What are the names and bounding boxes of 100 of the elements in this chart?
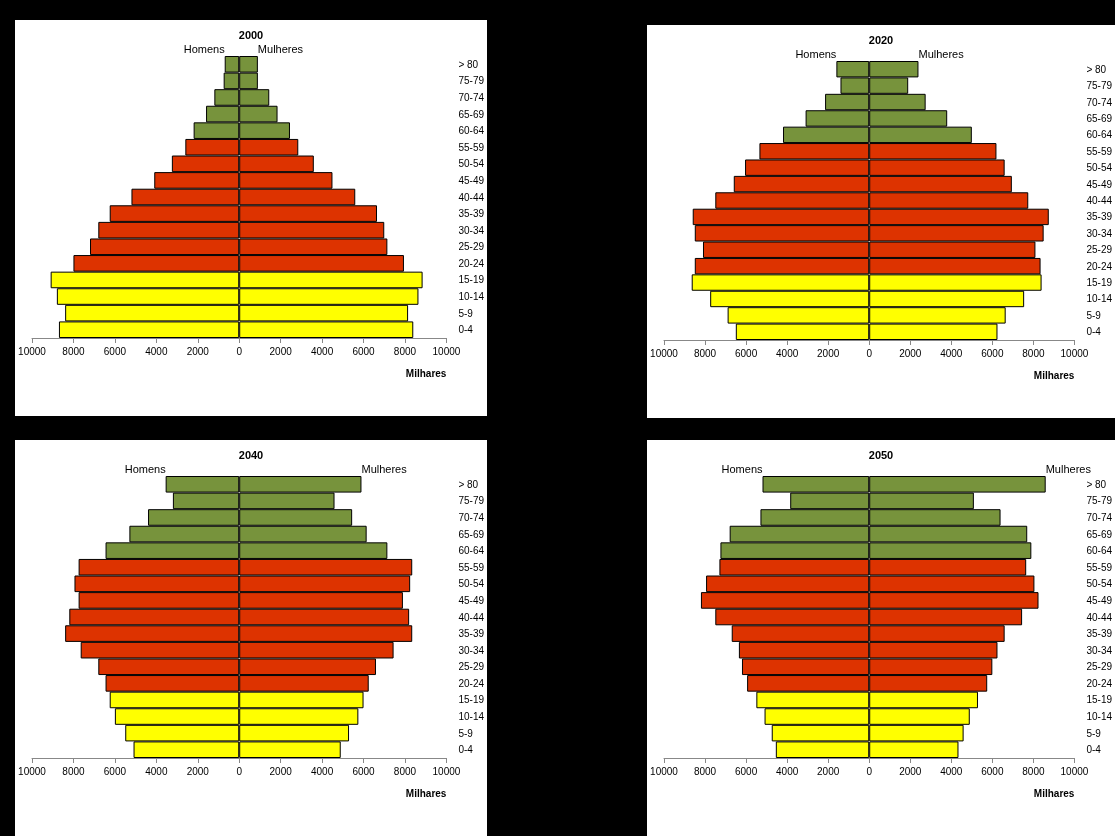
series-label: Homens bbox=[124, 462, 167, 475]
chart-title: 2040 bbox=[238, 448, 264, 461]
x-tick-label: 8000 bbox=[1022, 765, 1045, 777]
y-tick-label: 70-74 bbox=[1086, 511, 1113, 523]
series-label: Mulheres bbox=[257, 42, 304, 55]
y-tick-label: 35-39 bbox=[458, 208, 485, 220]
x-axis-title: Milhares bbox=[1033, 369, 1075, 381]
y-tick-label: 10-14 bbox=[1086, 711, 1113, 723]
y-tick-label: 75-79 bbox=[1086, 495, 1113, 507]
x-tick-label: 0 bbox=[236, 765, 243, 777]
y-tick-label: 10-14 bbox=[458, 711, 485, 723]
x-axis-title: Milhares bbox=[405, 787, 447, 799]
x-tick-label: 2000 bbox=[186, 765, 210, 777]
y-tick-label: 45-49 bbox=[1086, 594, 1113, 606]
x-tick-label: 8000 bbox=[1022, 347, 1045, 359]
y-tick-label: 15-19 bbox=[1086, 277, 1113, 289]
y-tick-label: 65-69 bbox=[1086, 112, 1113, 124]
y-tick-label: 45-49 bbox=[458, 174, 485, 186]
y-tick-label: 0-4 bbox=[458, 744, 474, 756]
x-tick-label: 10000 bbox=[1060, 347, 1089, 359]
x-tick-label: 6000 bbox=[352, 765, 376, 777]
x-axis-title: Milhares bbox=[1033, 787, 1075, 799]
y-tick-label: 5-9 bbox=[1086, 309, 1102, 321]
x-tick-label: 4000 bbox=[310, 765, 334, 777]
x-tick-label: 4000 bbox=[145, 345, 168, 357]
x-tick-label: 6000 bbox=[103, 345, 127, 357]
y-tick-label: 70-74 bbox=[458, 91, 485, 103]
y-tick-label: 60-64 bbox=[458, 125, 485, 137]
x-tick-label: 6000 bbox=[352, 345, 376, 357]
x-tick-label: 10000 bbox=[650, 347, 679, 359]
x-tick-label: 8000 bbox=[693, 347, 717, 359]
y-tick-label: 35-39 bbox=[1086, 211, 1113, 223]
y-tick-label: > 80 bbox=[458, 478, 479, 490]
x-tick-label: 10000 bbox=[432, 345, 461, 357]
y-tick-label: 30-34 bbox=[458, 224, 485, 236]
y-tick-label: 50-54 bbox=[458, 158, 485, 170]
x-tick-label: 0 bbox=[866, 765, 873, 777]
x-tick-label: 6000 bbox=[981, 347, 1004, 359]
x-tick-label: 4000 bbox=[145, 765, 168, 777]
x-tick-label: 8000 bbox=[393, 345, 417, 357]
x-tick-label: 2000 bbox=[269, 345, 293, 357]
y-tick-label: 55-59 bbox=[458, 561, 485, 573]
x-tick-label: 2000 bbox=[186, 345, 210, 357]
y-tick-label: 55-59 bbox=[458, 141, 485, 153]
series-label: Mulheres bbox=[918, 47, 965, 60]
y-tick-label: 40-44 bbox=[458, 191, 485, 203]
y-tick-label: > 80 bbox=[458, 58, 479, 70]
y-tick-label: 15-19 bbox=[1086, 694, 1113, 706]
y-tick-label: > 80 bbox=[1086, 63, 1107, 75]
y-tick-label: 45-49 bbox=[458, 594, 485, 606]
y-tick-label: 20-24 bbox=[1086, 260, 1113, 272]
y-tick-label: > 80 bbox=[1086, 478, 1107, 490]
x-tick-label: 10000 bbox=[18, 345, 47, 357]
x-tick-label: 0 bbox=[236, 345, 243, 357]
y-tick-label: 40-44 bbox=[458, 611, 485, 623]
y-tick-label: 40-44 bbox=[1086, 611, 1113, 623]
y-tick-label: 5-9 bbox=[458, 307, 474, 319]
y-tick-label: 10-14 bbox=[1086, 293, 1113, 305]
series-label: Homens bbox=[795, 47, 837, 60]
chart-title: 2020 bbox=[868, 33, 894, 46]
x-tick-label: 0 bbox=[866, 347, 873, 359]
y-tick-label: 0-4 bbox=[1086, 326, 1102, 338]
y-tick-label: 45-49 bbox=[1086, 178, 1113, 190]
y-tick-label: 0-4 bbox=[1086, 744, 1102, 756]
x-tick-label: 10000 bbox=[18, 765, 47, 777]
y-tick-label: 5-9 bbox=[1086, 727, 1102, 739]
y-tick-label: 5-9 bbox=[458, 727, 474, 739]
x-tick-label: 8000 bbox=[62, 345, 85, 357]
y-tick-label: 55-59 bbox=[1086, 561, 1113, 573]
y-tick-label: 25-29 bbox=[1086, 244, 1113, 256]
y-tick-label: 40-44 bbox=[1086, 195, 1113, 206]
y-tick-label: 65-69 bbox=[1086, 528, 1113, 540]
y-tick-label: 65-69 bbox=[458, 108, 485, 120]
x-tick-label: 6000 bbox=[734, 765, 758, 777]
y-tick-label: 20-24 bbox=[1086, 677, 1113, 689]
y-tick-label: 75-79 bbox=[458, 75, 485, 87]
y-tick-label: 35-39 bbox=[458, 628, 485, 640]
x-tick-label: 2000 bbox=[269, 765, 293, 777]
y-tick-label: 10-14 bbox=[458, 291, 485, 303]
x-tick-label: 2000 bbox=[817, 765, 840, 777]
y-tick-label: 55-59 bbox=[1086, 145, 1113, 157]
x-tick-label: 4000 bbox=[776, 765, 799, 777]
y-tick-label: 30-34 bbox=[1086, 227, 1113, 239]
y-tick-label: 60-64 bbox=[1086, 545, 1113, 557]
x-tick-label: 10000 bbox=[1060, 765, 1089, 777]
x-tick-label: 2000 bbox=[817, 347, 840, 359]
y-tick-label: 50-54 bbox=[1086, 578, 1113, 590]
y-tick-label: 15-19 bbox=[458, 274, 485, 286]
x-tick-label: 6000 bbox=[103, 765, 127, 777]
x-tick-label: 10000 bbox=[432, 765, 461, 777]
x-tick-label: 4000 bbox=[940, 765, 963, 777]
chart-title: 2050 bbox=[868, 448, 894, 461]
y-tick-label: 60-64 bbox=[458, 545, 485, 557]
y-tick-label: 20-24 bbox=[458, 257, 485, 269]
x-tick-label: 8000 bbox=[62, 765, 85, 777]
x-tick-label: 4000 bbox=[940, 347, 963, 359]
y-tick-label: 25-29 bbox=[1086, 661, 1113, 673]
y-tick-label: 15-19 bbox=[458, 694, 485, 706]
y-tick-label: 25-29 bbox=[458, 661, 485, 673]
chart-title: 2000 bbox=[238, 28, 264, 41]
